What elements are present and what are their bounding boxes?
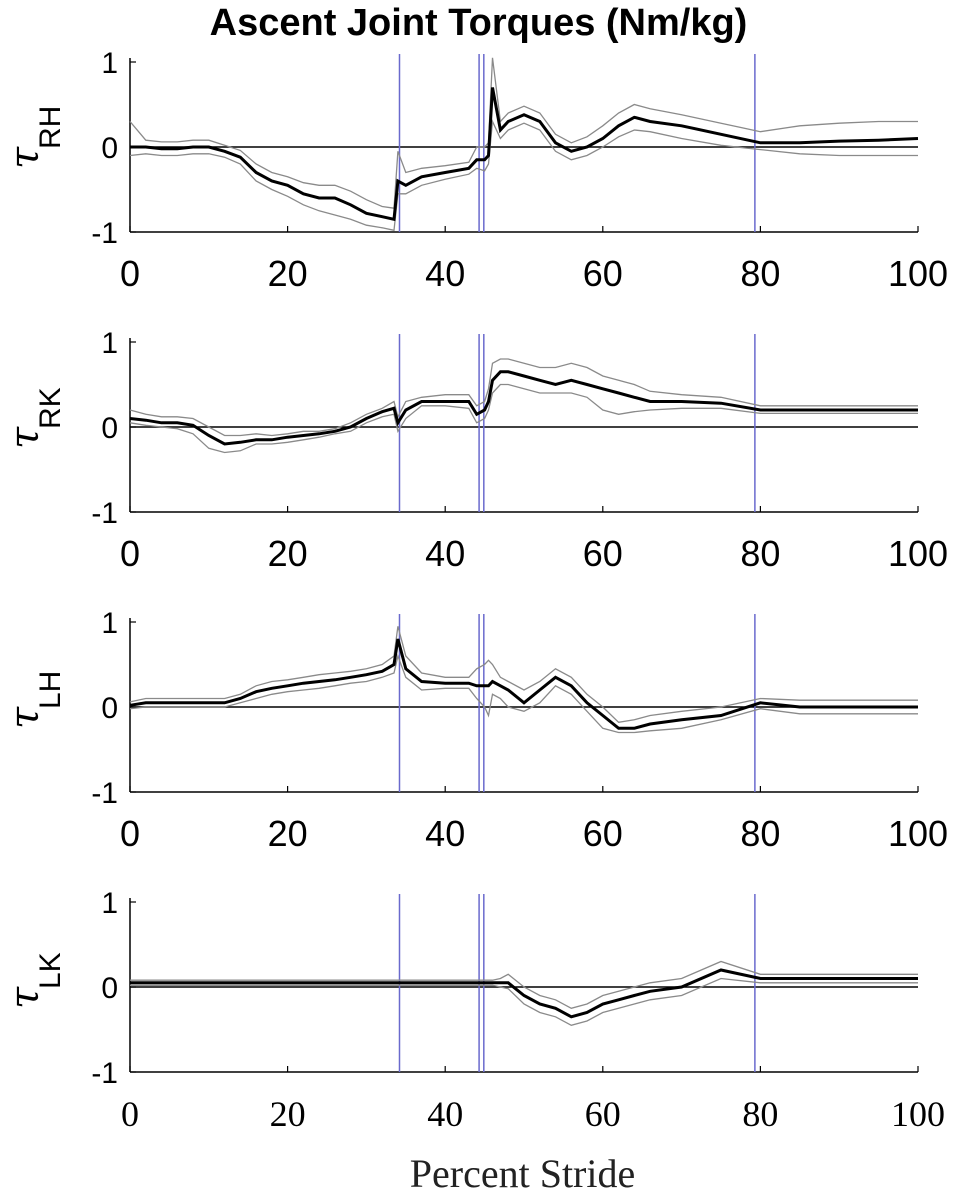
upper-band-line (129, 57, 918, 209)
y-tick-label: 1 (101, 327, 118, 360)
y-axis-label: τLH (2, 671, 67, 729)
y-axis-symbol: τ (2, 986, 48, 1009)
y-tick-label: -1 (91, 497, 118, 530)
y-tick-label: -1 (91, 1057, 118, 1090)
x-tick-label: 60 (585, 1094, 621, 1134)
lower-band-line (129, 653, 918, 734)
y-tick-label: 0 (101, 132, 118, 165)
y-axis-label: τRK (2, 387, 67, 449)
x-tick-label: 80 (742, 1094, 778, 1134)
y-tick-label: -1 (91, 777, 118, 810)
lower-band-line (130, 977, 918, 1026)
x-axis-label: Percent Stride (409, 1151, 636, 1196)
y-tick-label: 0 (101, 692, 118, 725)
x-tick-label: 0 (120, 253, 140, 294)
x-tick-label: 40 (427, 1094, 463, 1134)
x-tick-label: 80 (740, 253, 780, 294)
y-tick-label: -1 (91, 217, 118, 250)
x-tick-label: 20 (268, 813, 308, 854)
upper-band-line (130, 960, 918, 1009)
x-tick-label: 60 (583, 533, 623, 574)
x-tick-label: 20 (268, 253, 308, 294)
y-axis-symbol: τ (2, 146, 48, 169)
y-axis-subscript: RK (34, 387, 67, 429)
x-tick-label: 0 (120, 813, 140, 854)
x-tick-label: 20 (270, 1094, 306, 1134)
y-tick-label: 1 (101, 607, 118, 640)
y-tick-label: 0 (101, 412, 118, 445)
y-axis-symbol: τ (2, 426, 48, 449)
y-axis-symbol: τ (2, 706, 48, 729)
x-tick-label: 100 (888, 813, 948, 854)
y-tick-label: 1 (101, 47, 118, 80)
y-axis-subscript: RH (34, 106, 67, 149)
x-tick-label: 80 (740, 813, 780, 854)
y-tick-label: 0 (101, 972, 118, 1005)
upper-band-line (129, 626, 918, 723)
y-axis-label: τLK (2, 952, 67, 1009)
upper-band-line (129, 358, 918, 437)
x-tick-label: 40 (425, 253, 465, 294)
x-tick-label: 40 (425, 813, 465, 854)
y-axis-subscript: LH (34, 671, 67, 709)
x-tick-label: 40 (425, 533, 465, 574)
x-tick-label: 80 (740, 533, 780, 574)
x-tick-label: 0 (121, 1094, 139, 1134)
y-axis-label: τRH (2, 106, 67, 169)
x-tick-label: 0 (120, 533, 140, 574)
x-tick-label: 100 (888, 253, 948, 294)
y-tick-label: 1 (101, 887, 118, 920)
mean-line (129, 370, 918, 446)
x-tick-label: 60 (583, 813, 623, 854)
x-tick-label: 100 (888, 533, 948, 574)
lower-band-line (129, 383, 918, 454)
x-tick-label: 60 (583, 253, 623, 294)
lower-band-line (129, 119, 918, 232)
chart-title: Ascent Joint Torques (Nm/kg) (209, 2, 748, 44)
mean-line (130, 968, 918, 1019)
mean-line (130, 87, 919, 222)
x-tick-label: 100 (891, 1094, 945, 1134)
x-tick-label: 20 (268, 533, 308, 574)
y-axis-subscript: LK (34, 952, 67, 989)
mean-line (129, 638, 918, 730)
